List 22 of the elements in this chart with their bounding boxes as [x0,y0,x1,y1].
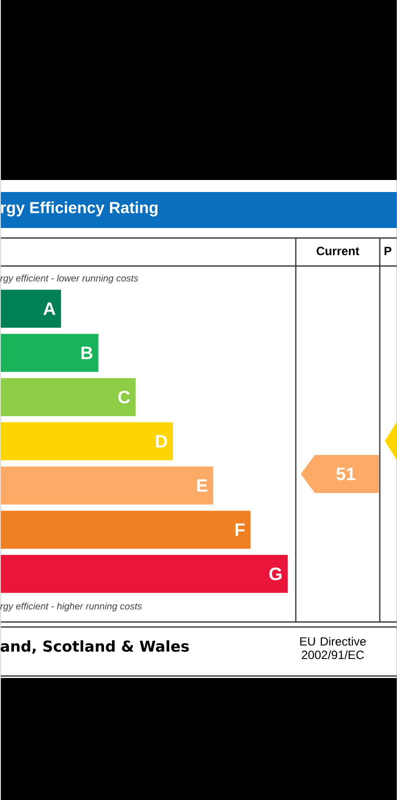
bar [0,554,288,593]
y-tick-label: D [156,435,167,448]
text: rgy efficient - lower running costs [0,274,138,284]
bar [0,378,136,416]
y-tick-label: C [118,390,130,404]
text: Current [316,246,360,256]
text: rgy efficient - higher running costs [0,602,142,612]
y-tick-label: G [269,568,282,580]
y-tick-label: A [43,302,56,315]
text: P [384,246,392,256]
bar [0,290,61,328]
bar [0,334,98,372]
bar [0,466,213,504]
y-tick-label: F [235,524,244,536]
text: EU Directive 2002/91/EC [300,636,366,660]
text: 51 [336,468,356,480]
chart-title: rgy Efficiency Rating [0,202,158,216]
text: and, Scotland & Wales [0,640,189,654]
bar [0,510,250,549]
y-tick-label: E [197,479,208,492]
bar [0,422,173,460]
y-tick-label: B [81,346,92,360]
